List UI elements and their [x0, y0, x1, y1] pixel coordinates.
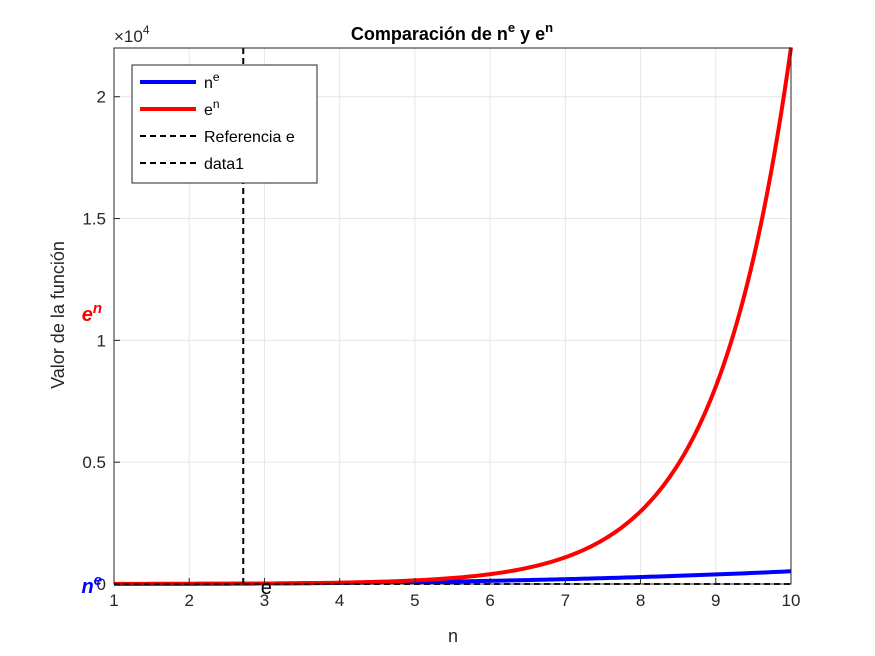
ticks-group: 1 2 3 4 5 6 7 8 9 10 0 0.5 1 1.5 2 [82, 88, 800, 610]
x-tick-label: 2 [184, 591, 193, 610]
title-part-1: Comparación de n [351, 24, 508, 44]
x-tick-label: 7 [561, 591, 570, 610]
y-multiplier: ×104 [114, 23, 150, 46]
y-tick-label: 1 [97, 331, 106, 350]
x-tick-label: 8 [636, 591, 645, 610]
annotation-e-n-sup: n [93, 300, 102, 317]
x-tick-label: 9 [711, 591, 720, 610]
title-sup-2: n [545, 20, 553, 35]
y-multiplier-exp: 4 [143, 23, 150, 37]
y-tick-label: 2 [97, 88, 106, 107]
legend-label: ne [204, 70, 220, 92]
axes-box [113, 47, 792, 585]
legend: ne en Referencia e data1 [131, 64, 318, 184]
x-tick-label: 3 [260, 591, 269, 610]
legend-label: en [204, 97, 220, 119]
annotation-e-n-base: e [82, 304, 93, 326]
x-tick-label: 5 [410, 591, 419, 610]
y-tick-label: 1.5 [82, 210, 106, 229]
x-tick-label: 10 [782, 591, 801, 610]
legend-label: Referencia e [204, 129, 295, 146]
x-tick-label: 1 [109, 591, 118, 610]
annotation-n-e: ne [81, 572, 102, 598]
title-sup-1: e [508, 20, 515, 35]
legend-label: data1 [204, 156, 244, 173]
annotation-e-marker: e [261, 577, 272, 599]
y-multiplier-base: ×10 [114, 27, 143, 46]
annotation-n-e-sup: e [94, 572, 102, 589]
y-tick-label: 0 [97, 575, 106, 594]
x-tick-label: 4 [335, 591, 344, 610]
annotation-e-n: en [82, 300, 102, 326]
x-tick-label: 6 [485, 591, 494, 610]
chart-title: Comparación de ne y en [351, 20, 553, 44]
title-part-2: y e [515, 24, 545, 44]
x-axis-label: n [448, 626, 458, 646]
annotation-n-e-base: n [81, 576, 93, 598]
y-axis-label: Valor de la función [48, 241, 68, 389]
y-tick-label: 0.5 [82, 453, 106, 472]
